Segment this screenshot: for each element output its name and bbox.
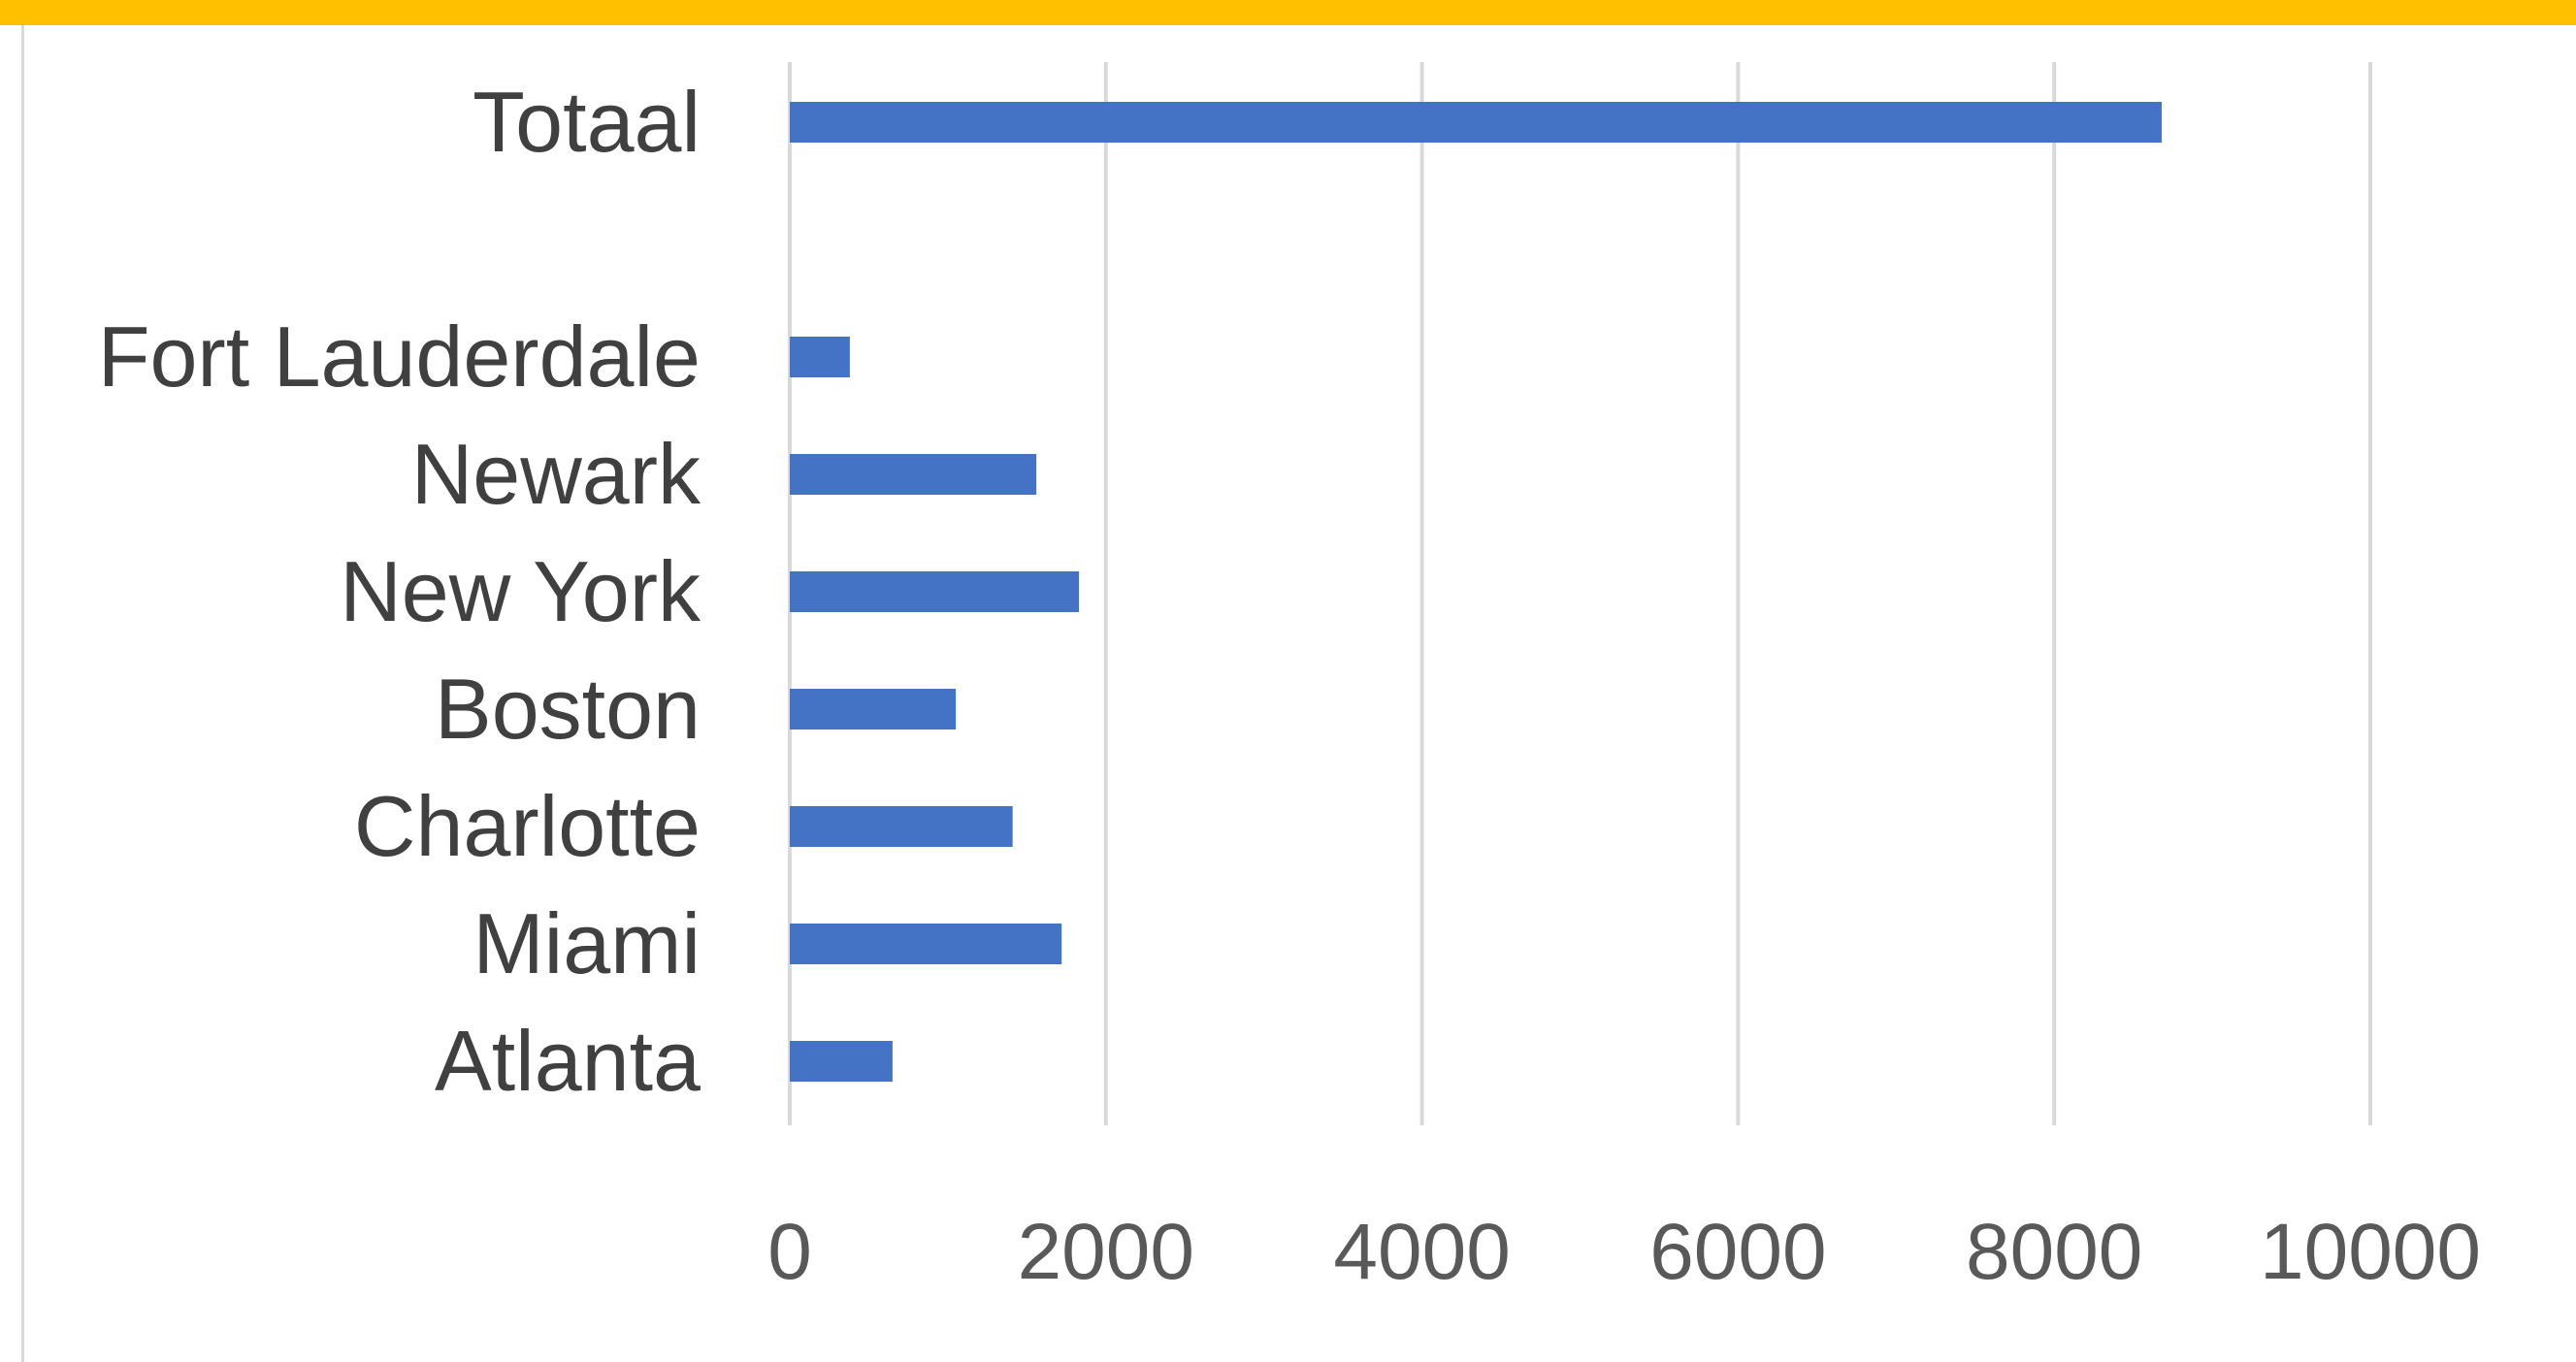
category-label: Charlotte xyxy=(354,778,701,874)
bars xyxy=(790,102,2162,1082)
x-tick-label: 0 xyxy=(767,1208,812,1296)
x-tick-label: 4000 xyxy=(1333,1208,1510,1296)
bar-boston xyxy=(790,689,957,730)
x-tick-label: 6000 xyxy=(1649,1208,1826,1296)
category-label: Atlanta xyxy=(435,1013,701,1109)
bar-newark xyxy=(790,454,1037,495)
category-labels: Totaal Fort Lauderdale Newark New York Bosto… xyxy=(98,74,701,1109)
left-border xyxy=(21,25,24,1362)
x-tick-label: 2000 xyxy=(1018,1208,1194,1296)
category-label: Totaal xyxy=(473,74,701,170)
bar-charlotte xyxy=(790,806,1013,847)
bar-totaal xyxy=(790,102,2162,143)
category-label: New York xyxy=(340,543,701,639)
top-accent-bar xyxy=(0,0,2576,25)
category-label: Boston xyxy=(435,661,701,757)
x-tick-label: 8000 xyxy=(1966,1208,2142,1296)
x-tick-labels: 0 2000 4000 6000 8000 10000 xyxy=(767,1208,2481,1296)
category-label: Newark xyxy=(411,426,701,522)
bar-new-york xyxy=(790,571,1080,612)
category-label: Fort Lauderdale xyxy=(98,308,701,405)
bar-atlanta xyxy=(790,1041,893,1082)
category-label: Miami xyxy=(473,895,701,991)
x-tick-label: 10000 xyxy=(2260,1208,2481,1296)
bar-fort-lauderdale xyxy=(790,337,850,377)
bar-miami xyxy=(790,924,1062,964)
